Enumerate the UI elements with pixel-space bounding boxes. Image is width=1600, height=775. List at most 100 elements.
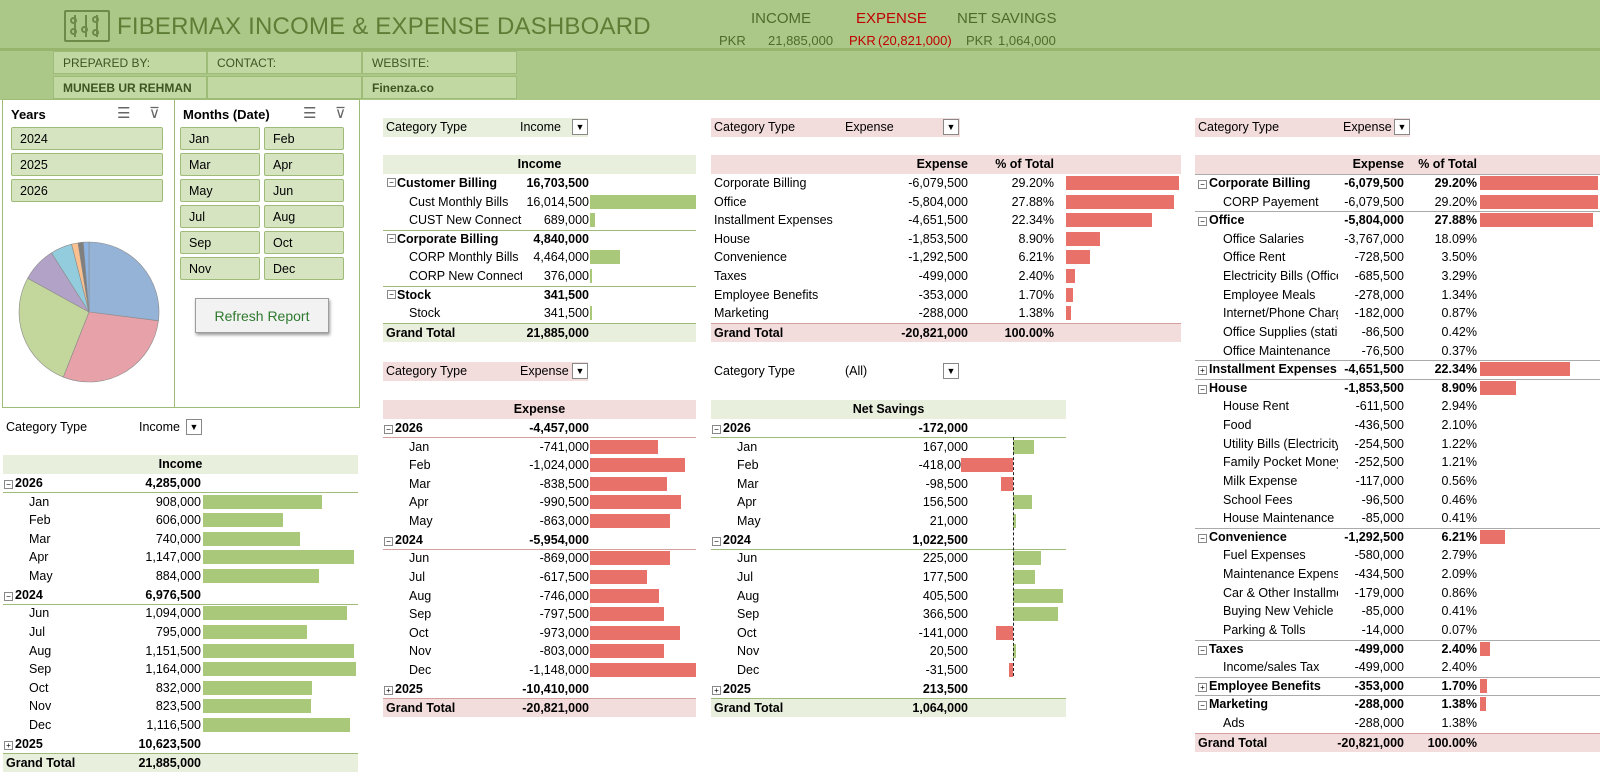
row-value: -499,000	[1354, 641, 1404, 656]
row-label[interactable]: −2024	[712, 531, 792, 549]
month-slicer-item-aug[interactable]: Aug	[264, 205, 344, 228]
row-value: 1,147,000	[145, 550, 201, 565]
filter-value: Expense	[1343, 120, 1392, 134]
row-label[interactable]: −2026	[712, 419, 792, 437]
row-label[interactable]: −2026	[384, 419, 464, 437]
row-label: Milk Expense	[1223, 473, 1298, 488]
year-slicer-item[interactable]: 2024	[11, 127, 163, 150]
grand-total-row: Grand Total 1,064,000	[711, 698, 1066, 718]
month-slicer-item-jun[interactable]: Jun	[264, 179, 344, 202]
collapse-icon[interactable]: −	[712, 536, 721, 546]
years-slicer-title: Years	[11, 107, 46, 122]
filter-dropdown-icon[interactable]: ▼	[186, 419, 202, 435]
collapse-icon[interactable]: −	[384, 536, 393, 546]
net-savings-bar	[961, 458, 1013, 473]
refresh-report-button[interactable]: Refresh Report	[195, 298, 329, 333]
row-value: -685,500	[1354, 269, 1404, 284]
net-savings-bar	[1013, 495, 1033, 510]
kpi-net-label: NET SAVINGS	[957, 10, 1057, 27]
month-slicer-item-may[interactable]: May	[180, 179, 260, 202]
month-slicer-item-feb[interactable]: Feb	[264, 127, 344, 150]
collapse-icon[interactable]: −	[712, 425, 721, 434]
row-label-text: 2025	[395, 681, 423, 696]
clear-filter-icon[interactable]: ⊽	[335, 105, 346, 122]
row-label[interactable]: −2024	[384, 531, 464, 549]
table-row: − Customer Billing 16,703,500	[383, 174, 696, 192]
collapse-icon[interactable]: −	[4, 480, 13, 489]
filter-dropdown-icon[interactable]: ▼	[943, 363, 959, 379]
row-value: -31,500	[925, 663, 968, 678]
grand-total-label: Grand Total	[386, 701, 456, 716]
row-pct: 0.37%	[1441, 343, 1477, 358]
row-value: 213,500	[922, 681, 968, 696]
website-value[interactable]: Finenza.co	[362, 76, 517, 99]
collapse-icon[interactable]: −	[1198, 645, 1207, 655]
collapse-icon[interactable]: −	[4, 591, 13, 601]
multi-select-icon[interactable]: ☰	[303, 105, 317, 122]
row-label[interactable]: + Installment Expenses	[1198, 360, 1338, 378]
month-slicer-item-oct[interactable]: Oct	[264, 231, 344, 254]
row-label: Installment Expenses	[714, 213, 833, 228]
month-slicer-item-jul[interactable]: Jul	[180, 205, 260, 228]
month-slicer-item-jan[interactable]: Jan	[180, 127, 260, 150]
table-row: Aug 1,151,500	[3, 642, 358, 660]
row-value: -5,954,000	[529, 532, 589, 547]
filter-dropdown-icon[interactable]: ▼	[1394, 119, 1410, 135]
collapse-icon[interactable]: −	[387, 178, 396, 187]
month-slicer-item-dec[interactable]: Dec	[264, 257, 344, 280]
row-label[interactable]: +2025	[4, 735, 84, 753]
filter-dropdown-icon[interactable]: ▼	[572, 363, 588, 379]
collapse-icon[interactable]: −	[1198, 384, 1207, 394]
table-row: Jun 1,094,000	[3, 604, 358, 622]
table-row: Feb 606,000	[3, 511, 358, 529]
row-label[interactable]: +2025	[712, 680, 792, 698]
collapse-icon[interactable]: −	[384, 425, 393, 434]
row-label-text: Corporate Billing	[1209, 176, 1311, 190]
collapse-icon[interactable]: −	[387, 289, 396, 299]
row-label[interactable]: − Marketing	[1198, 695, 1338, 713]
collapse-icon[interactable]: −	[387, 233, 396, 243]
expand-icon[interactable]: +	[1198, 682, 1207, 692]
row-label[interactable]: − Taxes	[1198, 640, 1338, 658]
month-slicer-item-nov[interactable]: Nov	[180, 257, 260, 280]
row-label[interactable]: −2026	[4, 474, 84, 492]
collapse-icon[interactable]: −	[1198, 217, 1207, 227]
filter-label: Category Type	[386, 364, 468, 378]
collapse-icon[interactable]: −	[1198, 180, 1207, 189]
row-label[interactable]: − Corporate Billing	[1198, 174, 1338, 192]
collapse-icon[interactable]: −	[1198, 533, 1207, 543]
row-label[interactable]: − Convenience	[1198, 528, 1338, 546]
filter-dropdown-icon[interactable]: ▼	[572, 119, 588, 135]
month-slicer-item-sep[interactable]: Sep	[180, 231, 260, 254]
filter-dropdown-icon[interactable]: ▼	[943, 119, 959, 135]
expand-icon[interactable]: +	[712, 685, 721, 695]
table-row: Office Supplies (stationery) -86,500 0.42%	[1195, 323, 1600, 341]
expand-icon[interactable]: +	[1198, 366, 1207, 376]
row-label[interactable]: + Employee Benefits	[1198, 677, 1338, 695]
row-label: Maintenance Expenses	[1223, 567, 1338, 582]
clear-filter-icon[interactable]: ⊽	[149, 105, 160, 122]
table-row: Jul -617,500	[383, 568, 696, 586]
row-label[interactable]: −2024	[4, 586, 84, 604]
row-label[interactable]: − House	[1198, 379, 1338, 397]
month-slicer-item-apr[interactable]: Apr	[264, 153, 344, 176]
row-label[interactable]: +2025	[384, 680, 464, 698]
collapse-icon[interactable]: −	[1198, 701, 1207, 711]
expand-icon[interactable]: +	[4, 740, 13, 750]
row-label: Office	[714, 194, 747, 209]
expense-bar	[1480, 529, 1506, 544]
category-type-filter: Category Type Expense ▼	[383, 362, 588, 381]
row-value: 1,151,500	[145, 643, 201, 658]
month-slicer-item-mar[interactable]: Mar	[180, 153, 260, 176]
filter-label: Category Type	[1198, 120, 1280, 134]
row-label: Dec	[29, 718, 52, 733]
year-slicer-item[interactable]: 2025	[11, 153, 163, 176]
table-row: May -863,000	[383, 512, 696, 530]
row-pct: 1.70%	[1441, 678, 1477, 693]
row-label[interactable]: − Office	[1198, 211, 1338, 229]
multi-select-icon[interactable]: ☰	[117, 105, 131, 122]
row-value: -580,000	[1354, 548, 1404, 563]
expand-icon[interactable]: +	[384, 685, 393, 695]
table-row: Car & Other Installments -179,000 0.86%	[1195, 584, 1600, 602]
year-slicer-item[interactable]: 2026	[11, 179, 163, 202]
